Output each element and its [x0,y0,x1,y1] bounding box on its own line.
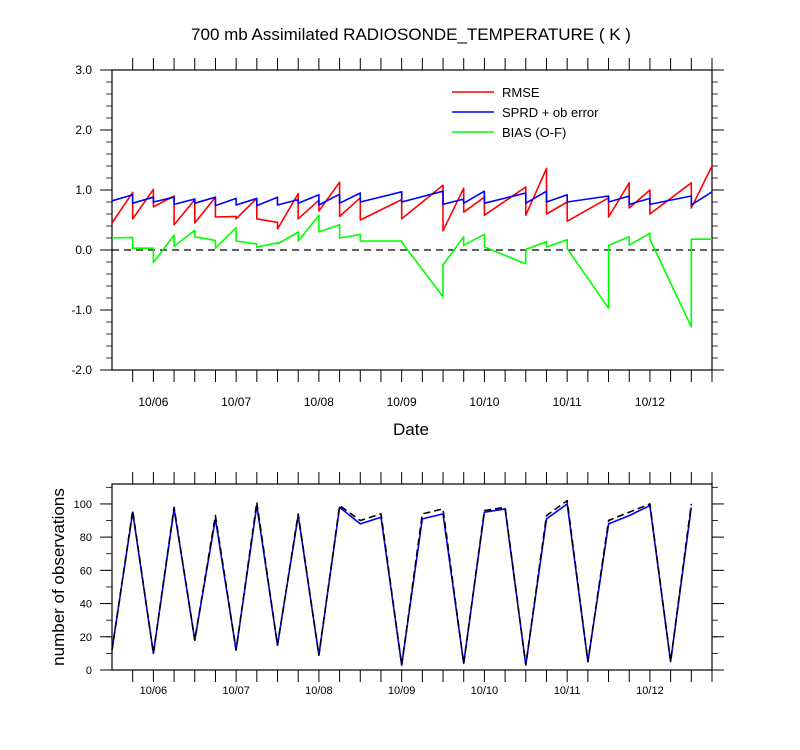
x-tick-label: 10/07 [222,685,250,697]
top-plot-frame [111,69,713,371]
x-tick-label: 10/12 [635,395,665,409]
y-tick-label: -1.0 [71,303,92,317]
y-tick-label: 2.0 [75,123,92,137]
y-tick-label: 80 [80,532,92,544]
x-tick-label: 10/12 [636,685,664,697]
y-tick-label: 20 [80,632,92,644]
series-line-possible [111,499,693,666]
legend: RMSE SPRD + ob error BIAS (O-F) [452,85,599,140]
x-tick-label: 10/10 [469,395,499,409]
bottom-y-axis-label: number of observations [49,488,68,666]
x-tick-label: 10/08 [304,395,334,409]
x-tick-label: 10/06 [140,685,168,697]
x-tick-label: 10/06 [138,395,168,409]
y-tick-label: 40 [80,599,92,611]
x-tick-label: 10/08 [305,685,333,697]
x-axis-label: Date [393,420,429,439]
x-tick-label: 10/09 [387,395,417,409]
y-tick-label: 60 [80,565,92,577]
chart-title: 700 mb Assimilated RADIOSONDE_TEMPERATUR… [191,25,631,44]
y-tick-label: 100 [74,499,92,511]
y-tick-label: 1.0 [75,183,92,197]
x-tick-label: 10/09 [388,685,416,697]
x-tick-label: 10/07 [221,395,251,409]
y-tick-label: -2.0 [71,363,92,377]
legend-bias-label: BIAS (O-F) [502,125,566,140]
x-tick-label: 10/10 [471,685,499,697]
x-tick-label: 10/11 [553,395,582,409]
y-tick-label: 0 [86,665,92,677]
legend-sprd-label: SPRD + ob error [502,105,599,120]
series-line-bias-o-f [111,214,712,328]
series-line-sprd-ob-error [111,190,713,207]
y-tick-label: 0.0 [75,243,92,257]
legend-rmse-label: RMSE [502,85,540,100]
series-line-assimilated [111,503,693,666]
bottom-plot-frame [111,483,713,671]
y-tick-label: 3.0 [75,63,92,77]
x-tick-label: 10/11 [554,685,581,697]
